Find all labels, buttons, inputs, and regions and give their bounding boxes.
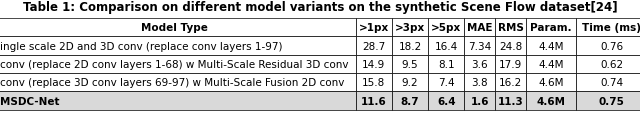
Text: Table 1: Comparison on different model variants on the synthetic Scene Flow data: Table 1: Comparison on different model v… — [22, 1, 618, 14]
